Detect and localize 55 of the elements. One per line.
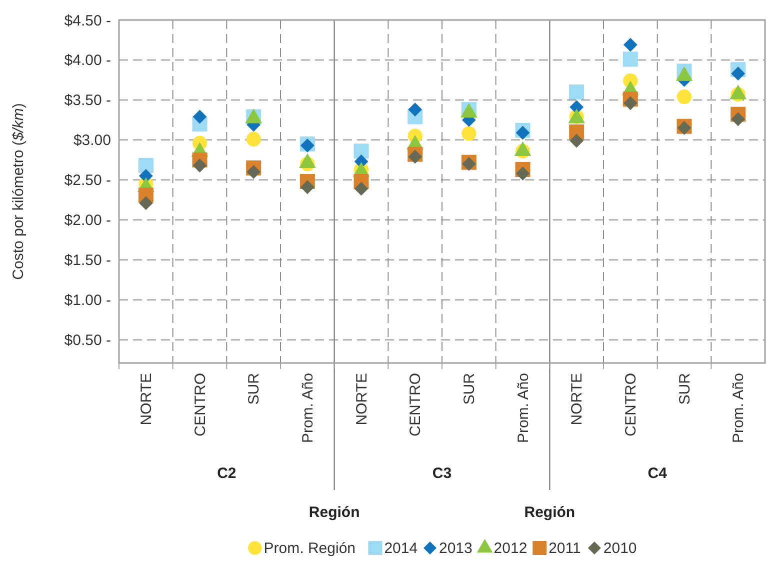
x-tick-label: NORTE	[353, 373, 370, 426]
point	[516, 166, 530, 180]
legend-label: 2011	[548, 540, 581, 557]
x-tick-label: Prom. Año	[730, 373, 748, 444]
x-axis-title: Región	[308, 504, 360, 521]
point	[192, 110, 207, 124]
y-tick-label: $0.50 -	[64, 332, 111, 350]
text: C4	[648, 465, 668, 482]
y-tick-label: $3.50 -	[64, 92, 111, 110]
x-tick-label: CENTRO	[192, 373, 209, 436]
legend-label: 2010	[603, 540, 637, 557]
point	[354, 182, 368, 196]
point	[246, 164, 261, 179]
point	[138, 158, 154, 174]
y-tick-label: $2.50 -	[64, 172, 111, 190]
text: C3	[432, 465, 452, 482]
x-tick-label: NORTE	[138, 373, 155, 426]
point	[192, 158, 207, 172]
point	[676, 89, 692, 104]
point	[623, 96, 638, 110]
x-tick-label: Prom. Año	[299, 373, 316, 444]
text: Región	[524, 504, 576, 521]
x-tick-label: NORTE	[568, 373, 586, 426]
x-tick-label: Prom. Año	[514, 373, 532, 444]
y-tick-label: $4.50 -	[64, 12, 111, 30]
legend-label: 2013	[439, 540, 472, 557]
legend-label: 2014	[384, 540, 418, 557]
point	[622, 52, 638, 67]
y-tick-label: $1.00 -	[64, 292, 111, 310]
point	[300, 180, 314, 194]
point	[731, 112, 746, 126]
y-tick-label: $2.00 -	[64, 212, 111, 230]
point	[569, 84, 584, 100]
legend-label: Prom. Región	[264, 540, 356, 557]
point	[462, 126, 476, 141]
x-tick-label: SUR	[246, 372, 263, 405]
point	[516, 126, 530, 140]
x-tick-label: CENTRO	[622, 373, 640, 436]
point	[408, 150, 422, 164]
point	[138, 196, 153, 210]
point	[570, 134, 584, 148]
y-tick-label: $3.00	[73, 132, 111, 150]
x-tick-label: CENTRO	[407, 373, 424, 436]
x-tick-label: SUR	[460, 372, 478, 405]
y-tick-label: $4.00 -	[64, 52, 111, 70]
y-tick-label: $1.50 -	[64, 252, 111, 270]
point	[731, 66, 746, 81]
point	[623, 38, 638, 52]
y-axis-title: Costo por kilómetro ($/km)	[10, 103, 27, 280]
point	[246, 132, 261, 146]
x-tick-label: SUR	[676, 372, 694, 405]
point	[408, 102, 422, 117]
text: C2	[217, 465, 236, 482]
legend-label: 2012	[494, 540, 528, 557]
point	[354, 144, 369, 159]
